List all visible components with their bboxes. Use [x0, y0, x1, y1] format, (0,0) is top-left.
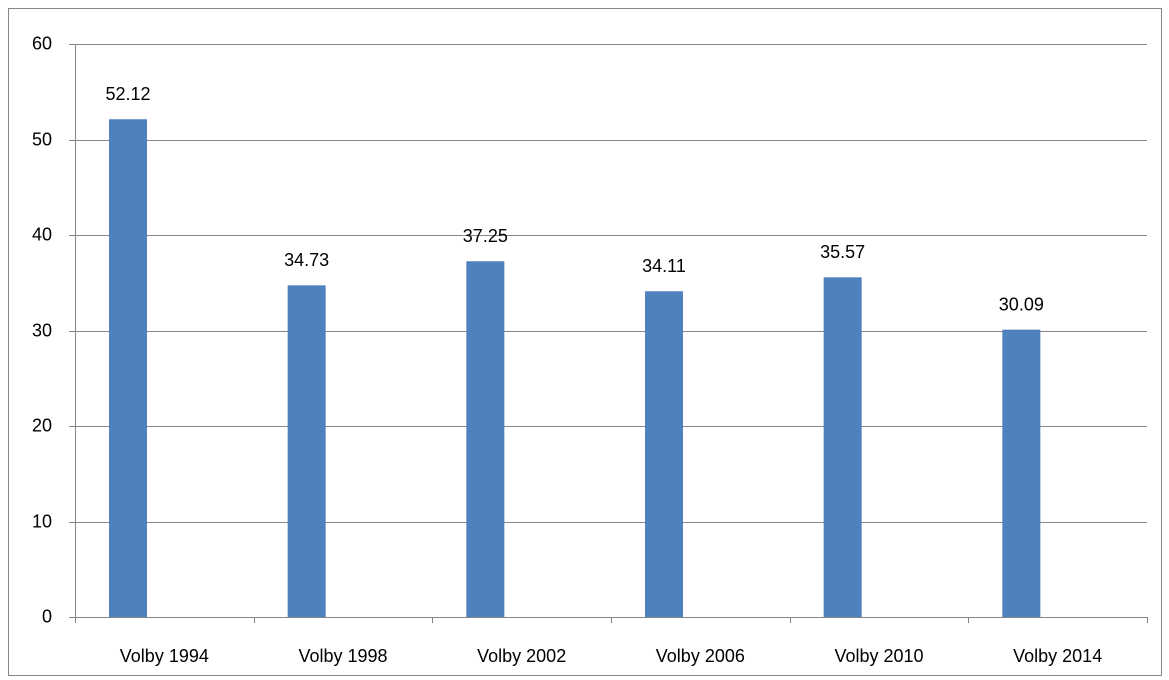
x-tick-label: Volby 2010 [834, 646, 923, 666]
bar [466, 261, 505, 617]
y-tick-label: 30 [32, 320, 52, 340]
data-label: 35.57 [820, 242, 865, 262]
x-tick-label: Volby 1994 [120, 646, 209, 666]
data-label: 37.25 [463, 226, 508, 246]
y-tick-label: 20 [32, 415, 52, 435]
x-tick-label: Volby 1998 [298, 646, 387, 666]
data-label: 34.11 [642, 256, 686, 276]
x-tick-label: Volby 2006 [656, 646, 745, 666]
y-tick-label: 0 [42, 606, 52, 626]
bar [287, 285, 326, 617]
y-tick-label: 40 [32, 224, 52, 244]
y-tick-label: 10 [32, 511, 52, 531]
bar [109, 119, 147, 617]
bar [645, 291, 683, 617]
data-label: 30.09 [999, 294, 1044, 314]
y-tick-label: 60 [32, 33, 52, 53]
y-tick-label: 50 [32, 129, 52, 149]
data-label: 34.73 [284, 250, 329, 270]
bar [1002, 329, 1041, 617]
chart-border [8, 8, 1162, 676]
data-label: 52.12 [105, 84, 150, 104]
bar [823, 277, 862, 617]
x-tick-label: Volby 2014 [1013, 646, 1102, 666]
x-tick-label: Volby 2002 [477, 646, 566, 666]
